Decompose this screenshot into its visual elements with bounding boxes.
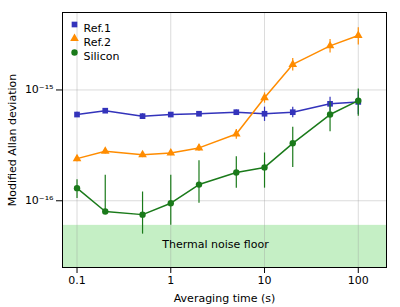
- svg-text:Ref.1: Ref.1: [84, 22, 111, 35]
- svg-text:Thermal noise floor: Thermal noise floor: [161, 238, 269, 251]
- svg-text:Ref.2: Ref.2: [84, 36, 111, 49]
- svg-text:10⁻¹⁶: 10⁻¹⁶: [25, 194, 54, 207]
- svg-text:1: 1: [167, 274, 174, 287]
- svg-text:10: 10: [258, 274, 272, 287]
- svg-text:Modified Allan deviation: Modified Allan deviation: [6, 74, 19, 206]
- svg-text:Silicon: Silicon: [84, 50, 120, 63]
- svg-text:0.1: 0.1: [68, 274, 86, 287]
- svg-text:Averaging time (s): Averaging time (s): [174, 292, 276, 305]
- svg-text:100: 100: [348, 274, 369, 287]
- svg-text:10⁻¹⁵: 10⁻¹⁵: [25, 83, 54, 96]
